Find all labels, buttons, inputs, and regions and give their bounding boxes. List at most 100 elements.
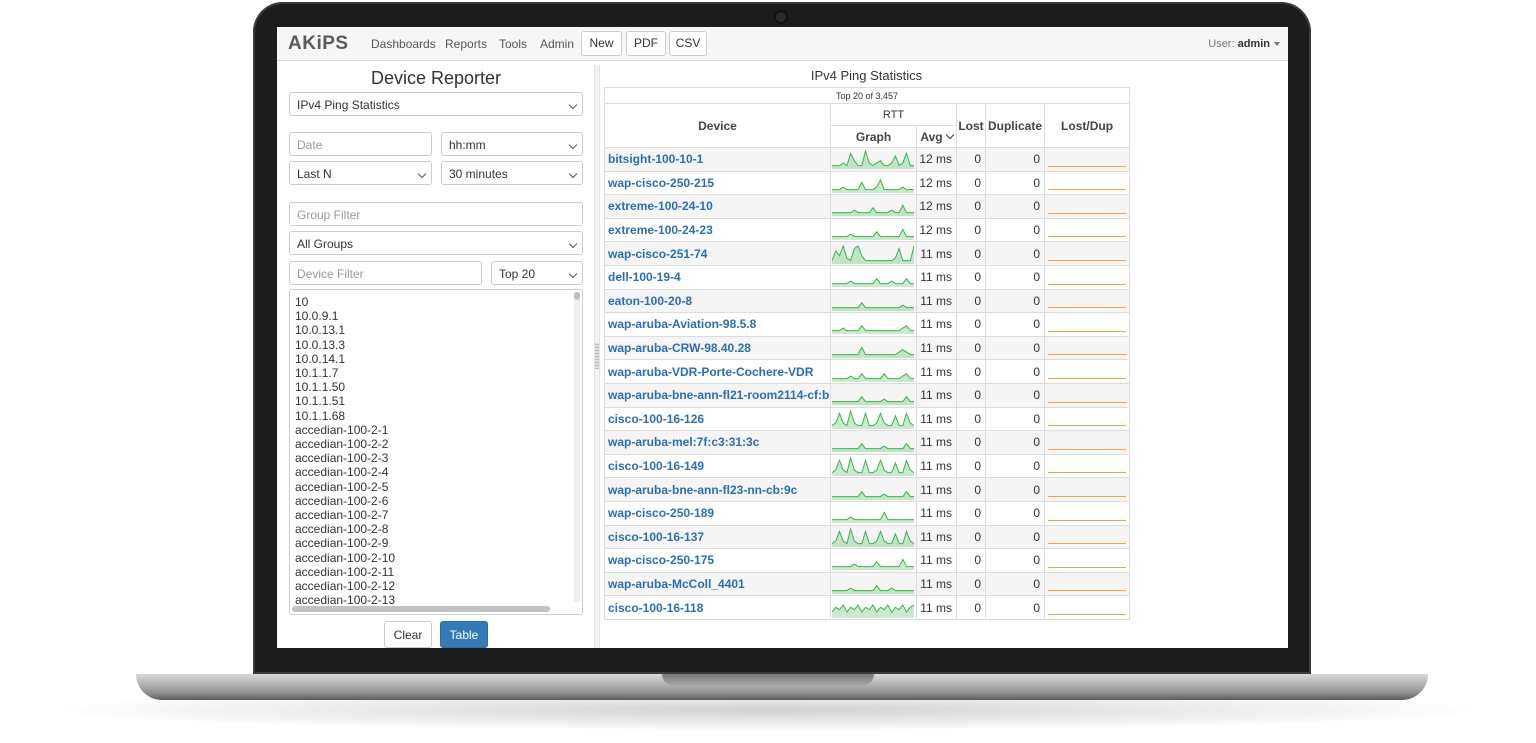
lostdup-graph-cell[interactable] [1043,335,1131,361]
device-link[interactable]: extreme-100-24-23 [604,217,831,243]
rtt-graph-cell[interactable] [830,453,917,479]
device-list-item[interactable]: 10.0.9.1 [295,309,339,324]
pdf-button[interactable]: PDF [626,31,666,56]
device-link[interactable]: wap-cisco-250-215 [604,170,831,196]
device-list-item[interactable]: 10.0.14.1 [295,351,346,366]
rtt-graph-cell[interactable] [830,477,917,502]
lostdup-graph-cell[interactable] [1043,500,1131,526]
device-list-item[interactable]: accedian-100-2-6 [295,493,389,508]
lostdup-graph-cell[interactable] [1043,595,1131,620]
device-list-item[interactable]: accedian-100-2-13 [295,593,396,608]
nav-reports[interactable]: Reports [445,37,488,51]
time-select[interactable]: hh:mm [441,132,583,156]
table-button[interactable]: Table [440,621,488,648]
date-input[interactable]: Date [289,132,432,156]
rtt-graph-cell[interactable] [830,147,917,172]
lostdup-graph-cell[interactable] [1043,548,1131,573]
lostdup-graph-cell[interactable] [1043,359,1131,384]
lostdup-graph-cell[interactable] [1043,453,1131,479]
device-link[interactable]: cisco-100-16-149 [604,453,831,479]
range-select[interactable]: Last N [289,161,432,185]
device-link[interactable]: wap-aruba-Aviation-98.5.8 [604,312,831,337]
device-link[interactable]: eaton-100-20-8 [604,288,831,314]
lostdup-graph-cell[interactable] [1043,406,1131,432]
device-list-item[interactable]: 10.0.13.1 [295,323,346,338]
device-link[interactable]: extreme-100-24-10 [604,194,831,219]
device-link[interactable]: wap-aruba-McColl_4401 [604,571,831,597]
rtt-graph-cell[interactable] [830,595,917,620]
device-link[interactable]: wap-aruba-bne-ann-fl23-nn-cb:9c [604,477,831,502]
lostdup-graph-cell[interactable] [1043,170,1131,196]
device-link[interactable]: wap-cisco-250-175 [604,548,831,573]
device-list-item[interactable]: 10.1.1.50 [295,380,346,395]
vertical-scrollbar[interactable] [574,292,580,602]
rtt-graph-cell[interactable] [830,170,917,196]
device-listbox[interactable]: 10 10.0.9.1 10.0.13.1 10.0.13.3 10.0.14.1 10.… [289,289,583,615]
clear-button[interactable]: Clear [384,621,432,648]
sort-desc-icon[interactable] [945,130,954,139]
nav-admin[interactable]: Admin [540,37,575,51]
rtt-graph-cell[interactable] [830,406,917,432]
brand-logo[interactable]: AKiPS [288,33,349,54]
report-select[interactable]: IPv4 Ping Statistics [289,92,583,116]
device-list-item[interactable]: accedian-100-2-8 [295,522,389,537]
lostdup-graph-cell[interactable] [1043,288,1131,314]
rtt-graph-cell[interactable] [830,382,917,408]
col-device[interactable]: Device [604,103,831,148]
rtt-graph-cell[interactable] [830,241,917,266]
scrollbar-thumb[interactable] [574,292,580,300]
col-avg[interactable]: Avg [916,125,957,148]
rtt-graph-cell[interactable] [830,430,917,455]
device-list-item[interactable]: 10.1.1.68 [295,408,346,423]
device-list-item[interactable]: 10.0.13.3 [295,337,346,352]
user-menu[interactable]: User: admin [1208,38,1280,50]
device-list-item[interactable]: accedian-100-2-1 [295,422,389,437]
scrollbar-thumb[interactable] [292,606,550,612]
lostdup-graph-cell[interactable] [1043,194,1131,219]
lostdup-graph-cell[interactable] [1043,312,1131,337]
rtt-graph-cell[interactable] [830,264,917,290]
lostdup-graph-cell[interactable] [1043,524,1131,550]
lostdup-graph-cell[interactable] [1043,241,1131,266]
device-list-item[interactable]: accedian-100-2-5 [295,479,389,494]
device-list-item[interactable]: accedian-100-2-2 [295,437,389,452]
nav-dashboards[interactable]: Dashboards [371,37,436,51]
device-list-item[interactable]: accedian-100-2-10 [295,550,396,565]
device-list-item[interactable]: accedian-100-2-11 [295,564,395,579]
grip-icon[interactable] [595,343,599,369]
rtt-graph-cell[interactable] [830,194,917,219]
rtt-graph-cell[interactable] [830,312,917,337]
device-filter-input[interactable]: Device Filter [289,261,482,285]
rtt-graph-cell[interactable] [830,524,917,550]
group-filter-input[interactable]: Group Filter [289,202,583,226]
rtt-graph-cell[interactable] [830,500,917,526]
rtt-graph-cell[interactable] [830,288,917,314]
group-select[interactable]: All Groups [289,231,583,255]
device-link[interactable]: wap-aruba-mel:7f:c3:31:3c [604,430,831,455]
top-n-select[interactable]: Top 20 [491,261,583,285]
col-duplicate[interactable]: Duplicate [985,103,1045,148]
rtt-graph-cell[interactable] [830,359,917,384]
device-link[interactable]: cisco-100-16-126 [604,406,831,432]
lostdup-graph-cell[interactable] [1043,571,1131,597]
rtt-graph-cell[interactable] [830,571,917,597]
col-lostdup[interactable]: Lost/Dup [1043,103,1131,148]
rtt-graph-cell[interactable] [830,335,917,361]
lostdup-graph-cell[interactable] [1043,477,1131,502]
lostdup-graph-cell[interactable] [1043,382,1131,408]
device-link[interactable]: wap-aruba-bne-ann-fl21-room2114-cf:be [604,382,831,408]
device-link[interactable]: dell-100-19-4 [604,264,831,290]
device-list-item[interactable]: 10.1.1.7 [295,366,339,381]
device-link[interactable]: bitsight-100-10-1 [604,147,831,172]
device-list-item[interactable]: accedian-100-2-9 [295,536,389,551]
csv-button[interactable]: CSV [669,31,707,56]
device-link[interactable]: cisco-100-16-137 [604,524,831,550]
device-link[interactable]: wap-cisco-250-189 [604,500,831,526]
device-list-item[interactable]: accedian-100-2-3 [295,451,389,466]
rtt-graph-cell[interactable] [830,217,917,243]
device-link[interactable]: wap-cisco-251-74 [604,241,831,266]
new-button[interactable]: New [581,31,622,56]
device-list-item[interactable]: accedian-100-2-4 [295,465,389,480]
nav-tools[interactable]: Tools [499,37,528,51]
device-list-item[interactable]: 10.1.1.51 [295,394,346,409]
